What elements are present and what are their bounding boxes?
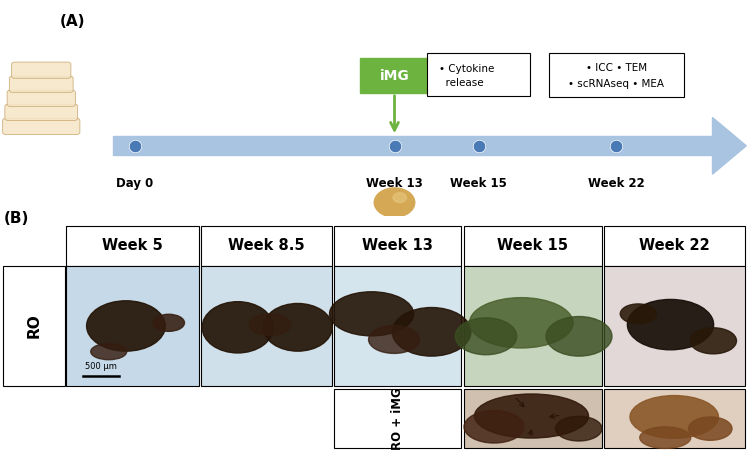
Text: • scRNAseq • MEA: • scRNAseq • MEA xyxy=(568,79,664,89)
Ellipse shape xyxy=(640,427,691,448)
Bar xyxy=(66,266,199,386)
FancyBboxPatch shape xyxy=(427,54,530,95)
Text: • Cytokine: • Cytokine xyxy=(439,64,494,74)
Bar xyxy=(66,226,199,266)
Text: Week 5: Week 5 xyxy=(102,238,163,253)
Ellipse shape xyxy=(690,328,736,354)
Ellipse shape xyxy=(86,301,165,351)
FancyBboxPatch shape xyxy=(3,118,80,135)
Text: Week 13: Week 13 xyxy=(362,238,433,253)
Ellipse shape xyxy=(470,297,573,348)
Bar xyxy=(201,226,332,266)
Bar xyxy=(604,389,745,448)
Ellipse shape xyxy=(556,416,602,441)
Circle shape xyxy=(393,193,406,202)
Ellipse shape xyxy=(382,219,406,223)
Polygon shape xyxy=(712,117,746,174)
Circle shape xyxy=(374,188,415,217)
Ellipse shape xyxy=(455,318,517,355)
Ellipse shape xyxy=(329,292,413,336)
Text: iMG: iMG xyxy=(380,68,410,83)
Text: Week 15: Week 15 xyxy=(497,238,568,253)
Ellipse shape xyxy=(620,304,656,324)
Text: Week 22: Week 22 xyxy=(639,238,710,253)
Text: RO: RO xyxy=(26,313,41,338)
Bar xyxy=(334,266,461,386)
Ellipse shape xyxy=(627,299,714,350)
Bar xyxy=(464,266,602,386)
Text: Week 15: Week 15 xyxy=(450,177,507,190)
Ellipse shape xyxy=(630,396,718,438)
Ellipse shape xyxy=(475,394,589,438)
Text: • ICC • TEM: • ICC • TEM xyxy=(586,63,647,73)
Bar xyxy=(464,389,602,448)
FancyBboxPatch shape xyxy=(548,54,684,97)
Ellipse shape xyxy=(91,343,127,360)
Ellipse shape xyxy=(153,314,184,331)
Text: Week 22: Week 22 xyxy=(588,177,645,190)
Text: Week 13: Week 13 xyxy=(366,177,423,190)
Ellipse shape xyxy=(202,302,273,353)
Ellipse shape xyxy=(392,307,471,356)
Ellipse shape xyxy=(546,316,612,356)
FancyBboxPatch shape xyxy=(360,58,429,94)
Text: RO + iMG: RO + iMG xyxy=(391,387,404,450)
FancyBboxPatch shape xyxy=(5,104,78,121)
Bar xyxy=(334,389,461,448)
Text: (B): (B) xyxy=(4,211,29,225)
Text: Week 8.5: Week 8.5 xyxy=(228,238,304,253)
Bar xyxy=(112,136,712,155)
FancyBboxPatch shape xyxy=(8,90,75,106)
Text: 500 μm: 500 μm xyxy=(85,362,116,371)
Text: release: release xyxy=(439,78,483,88)
Ellipse shape xyxy=(464,410,524,443)
Bar xyxy=(201,266,332,386)
Ellipse shape xyxy=(263,303,332,351)
Ellipse shape xyxy=(368,325,419,353)
Bar xyxy=(3,266,64,386)
Text: Day 0: Day 0 xyxy=(116,177,154,190)
Bar xyxy=(464,226,602,266)
FancyBboxPatch shape xyxy=(10,76,74,92)
Ellipse shape xyxy=(688,417,732,440)
Text: (A): (A) xyxy=(60,14,86,28)
Ellipse shape xyxy=(249,314,291,335)
Bar xyxy=(604,266,745,386)
Bar xyxy=(604,226,745,266)
FancyBboxPatch shape xyxy=(12,62,70,78)
Bar xyxy=(334,226,461,266)
